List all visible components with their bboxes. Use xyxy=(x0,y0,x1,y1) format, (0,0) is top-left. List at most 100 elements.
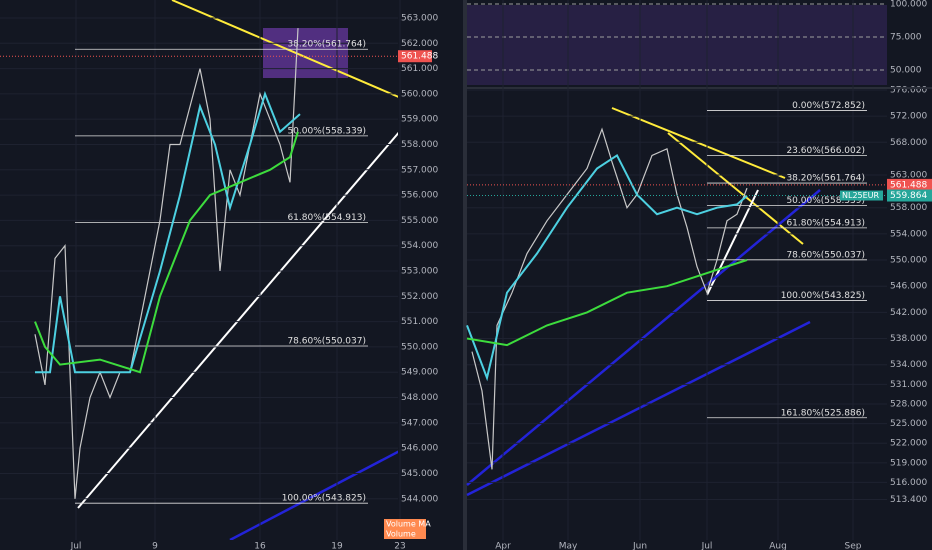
fib-label: 23.60%(566.002) xyxy=(786,146,865,156)
price-line xyxy=(34,28,299,499)
y-tick-label: 560.000 xyxy=(401,89,438,99)
x-tick-label: Jul xyxy=(701,542,713,550)
fib-label: 61.80%(554.913) xyxy=(786,218,865,228)
x-tick-label: Jul xyxy=(70,542,82,550)
y-tick-label: 545.000 xyxy=(401,469,438,479)
y-tick-label: 549.000 xyxy=(401,368,438,378)
y-tick-label: 562.000 xyxy=(401,39,438,49)
y-tick-label: 538.000 xyxy=(890,334,927,344)
trend-line xyxy=(77,95,431,509)
y-tick-label: 100.000 xyxy=(890,0,927,9)
y-tick-label: 546.000 xyxy=(890,282,927,292)
x-tick-label: 19 xyxy=(331,542,343,550)
y-tick-label: 547.000 xyxy=(401,418,438,428)
annotation-box xyxy=(384,519,426,529)
fib-label: 61.80%(554.913) xyxy=(287,213,366,223)
y-tick-label: 563.000 xyxy=(890,170,927,180)
annotation: NL25EUR xyxy=(842,191,880,200)
price-tag xyxy=(398,50,432,63)
y-tick-label: 525.000 xyxy=(890,419,927,429)
annotation-box xyxy=(840,190,883,201)
annotation-box xyxy=(384,529,426,539)
annotation: Volume xyxy=(386,530,416,539)
y-tick-label: 552.000 xyxy=(401,292,438,302)
x-tick-label: 16 xyxy=(254,542,266,550)
fib-label: 0.00%(572.852) xyxy=(792,101,865,111)
price-tag xyxy=(887,189,932,202)
y-tick-label: 516.000 xyxy=(890,478,927,488)
time-axis xyxy=(0,540,430,550)
y-tick-label: 576.000 xyxy=(890,85,927,95)
y-tick-label: 75.000 xyxy=(890,32,922,42)
x-tick-label: Jun xyxy=(632,542,647,550)
trend-line xyxy=(229,433,431,542)
price-line xyxy=(471,127,748,470)
price-line xyxy=(466,259,748,347)
price-line xyxy=(34,131,299,374)
price-tag xyxy=(887,178,932,191)
trend-line xyxy=(667,132,804,245)
y-tick-label: 557.000 xyxy=(401,165,438,175)
annotation: Volume MA xyxy=(386,520,431,529)
trend-line xyxy=(466,189,821,486)
trend-line xyxy=(171,0,416,105)
y-tick-label: 544.000 xyxy=(401,494,438,504)
fib-label: 38.20%(561.764) xyxy=(786,174,865,184)
y-tick-label: 546.000 xyxy=(401,444,438,454)
y-tick-label: 555.000 xyxy=(401,216,438,226)
y-tick-label: 558.000 xyxy=(890,203,927,213)
y-tick-label: 528.000 xyxy=(890,399,927,409)
x-tick-label: Apr xyxy=(495,542,511,550)
trend-line xyxy=(466,320,811,497)
fib-label: 78.60%(550.037) xyxy=(786,250,865,260)
panel-divider xyxy=(463,0,467,550)
y-tick-label: 519.000 xyxy=(890,458,927,468)
y-tick-label: 553.000 xyxy=(401,267,438,277)
y-tick-label: 531.000 xyxy=(890,380,927,390)
y-tick-label: 550.000 xyxy=(890,256,927,266)
y-tick-label: 559.000 xyxy=(401,115,438,125)
y-tick-label: 513.400 xyxy=(890,495,927,505)
y-tick-label: 554.000 xyxy=(890,229,927,239)
price-axis xyxy=(887,0,932,540)
fib-label: 161.80%(525.886) xyxy=(781,408,865,418)
y-tick-label: 572.000 xyxy=(890,112,927,122)
y-tick-label: 563.000 xyxy=(401,13,438,23)
y-tick-label: 556.000 xyxy=(401,191,438,201)
y-tick-label: 558.000 xyxy=(401,140,438,150)
fib-label: 100.00%(543.825) xyxy=(282,494,366,504)
price-axis xyxy=(398,0,432,540)
price-line xyxy=(466,153,748,382)
x-tick-label: Aug xyxy=(769,542,787,550)
y-tick-label: 551.000 xyxy=(401,317,438,327)
price-tag-label: 561.488 xyxy=(890,180,927,190)
price-line xyxy=(35,90,301,374)
y-tick-label: 542.000 xyxy=(890,308,927,318)
price-tag-label: 561.488 xyxy=(401,52,438,62)
fib-label: 100.00%(543.825) xyxy=(781,291,865,301)
y-tick-label: 534.000 xyxy=(890,360,927,370)
trend-line xyxy=(611,107,786,179)
y-tick-label: 568.000 xyxy=(890,138,927,148)
oscillator-band xyxy=(467,5,887,85)
x-tick-label: May xyxy=(559,542,578,550)
price-tag-label: 559.864 xyxy=(890,191,927,201)
y-tick-label: 554.000 xyxy=(401,241,438,251)
x-tick-label: 9 xyxy=(152,542,158,550)
fib-label: 50.00%(558.339) xyxy=(287,126,366,136)
y-tick-label: 522.000 xyxy=(890,439,927,449)
x-tick-label: Sep xyxy=(845,542,862,550)
y-tick-label: 50.000 xyxy=(890,66,922,76)
fib-label: 50.00%(558.339) xyxy=(786,196,865,206)
fib-label: 78.60%(550.037) xyxy=(287,336,366,346)
y-tick-label: 550.000 xyxy=(401,342,438,352)
x-tick-label: 23 xyxy=(394,542,405,550)
y-tick-label: 548.000 xyxy=(401,393,438,403)
fib-label: 38.20%(561.764) xyxy=(287,40,366,50)
y-tick-label: 561.000 xyxy=(401,64,438,74)
time-axis xyxy=(467,540,932,550)
